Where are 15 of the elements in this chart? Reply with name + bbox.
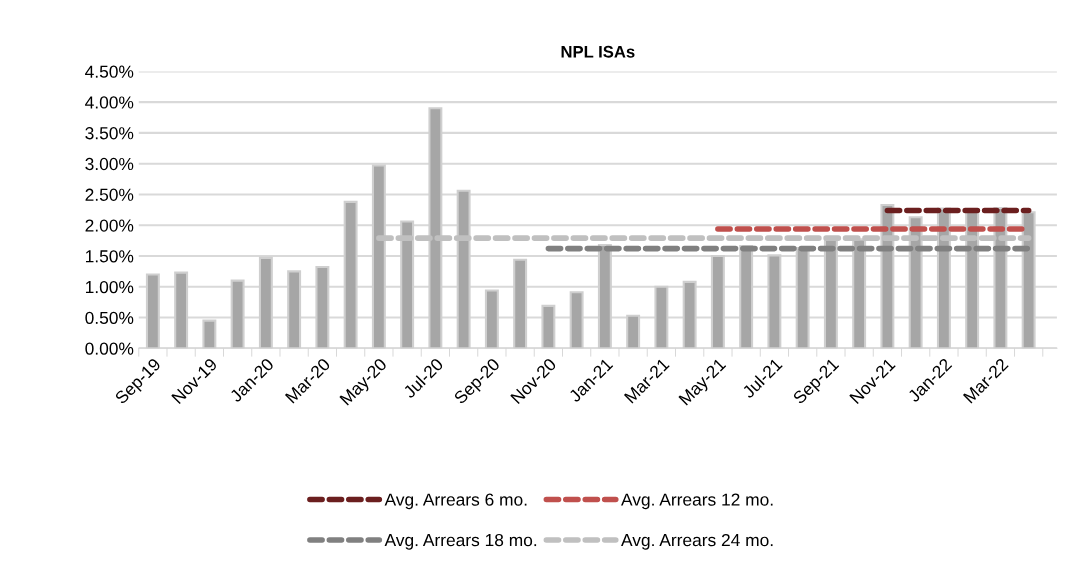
- legend-label: Avg. Arrears 12 mo.: [621, 493, 773, 510]
- y-tick-label: 1.50%: [85, 250, 134, 263]
- y-tick-label: 3.50%: [85, 127, 134, 140]
- chart-title: NPL ISAs: [561, 45, 635, 58]
- y-tick-label: 0.50%: [85, 311, 134, 324]
- y-tick-label: 4.50%: [85, 65, 134, 78]
- y-tick-label: 2.50%: [85, 188, 134, 201]
- legend-label: Avg. Arrears 24 mo.: [621, 533, 773, 550]
- y-tick-label: 0.00%: [85, 342, 134, 355]
- y-tick-label: 3.00%: [85, 157, 134, 171]
- y-tick-label: 1.00%: [85, 280, 134, 294]
- legend-label: Avg. Arrears 18 mo.: [384, 533, 537, 550]
- y-tick-label: 2.00%: [85, 219, 134, 232]
- legend-label: Avg. Arrears 6 mo.: [384, 493, 527, 510]
- y-tick-label: 4.00%: [85, 96, 134, 109]
